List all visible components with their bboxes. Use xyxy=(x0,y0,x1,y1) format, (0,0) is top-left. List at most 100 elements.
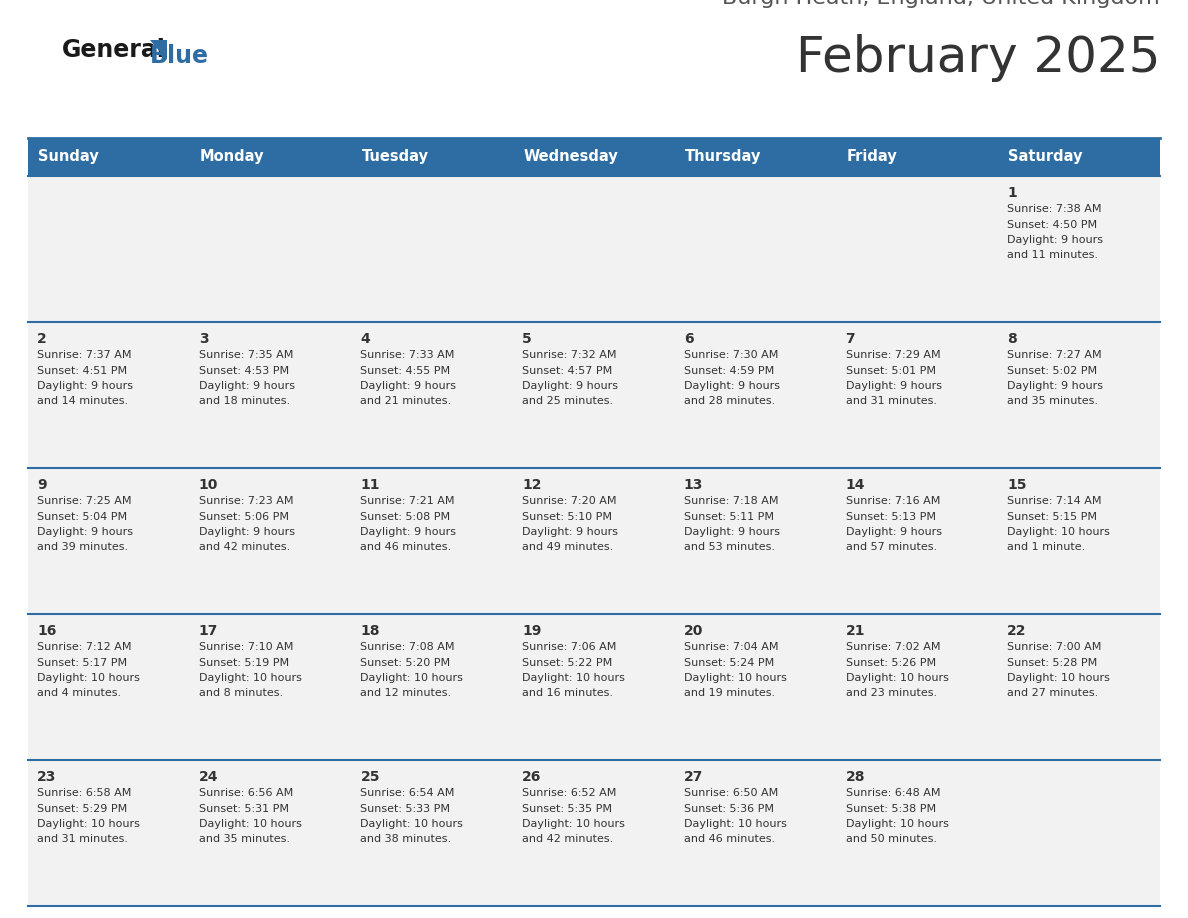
Text: 26: 26 xyxy=(523,770,542,784)
Text: Sunrise: 7:20 AM: Sunrise: 7:20 AM xyxy=(523,496,617,506)
Text: Daylight: 10 hours: Daylight: 10 hours xyxy=(360,673,463,683)
Text: and 25 minutes.: and 25 minutes. xyxy=(523,397,613,407)
Text: Sunset: 5:19 PM: Sunset: 5:19 PM xyxy=(198,657,289,667)
Bar xyxy=(836,614,998,760)
Text: Sunset: 5:22 PM: Sunset: 5:22 PM xyxy=(523,657,612,667)
Text: Sunrise: 7:06 AM: Sunrise: 7:06 AM xyxy=(523,642,617,652)
Text: and 53 minutes.: and 53 minutes. xyxy=(684,543,775,553)
Text: 25: 25 xyxy=(360,770,380,784)
Text: Daylight: 9 hours: Daylight: 9 hours xyxy=(198,381,295,391)
Text: Sunset: 5:10 PM: Sunset: 5:10 PM xyxy=(523,511,612,521)
Text: Sunset: 5:06 PM: Sunset: 5:06 PM xyxy=(198,511,289,521)
Text: 28: 28 xyxy=(846,770,865,784)
Text: and 1 minute.: and 1 minute. xyxy=(1007,543,1086,553)
Text: Sunset: 4:59 PM: Sunset: 4:59 PM xyxy=(684,365,775,375)
Text: Sunset: 5:04 PM: Sunset: 5:04 PM xyxy=(37,511,127,521)
Text: Sunrise: 7:23 AM: Sunrise: 7:23 AM xyxy=(198,496,293,506)
Text: Sunrise: 7:32 AM: Sunrise: 7:32 AM xyxy=(523,350,617,360)
Text: Daylight: 10 hours: Daylight: 10 hours xyxy=(198,819,302,829)
Bar xyxy=(352,468,513,614)
Bar xyxy=(675,614,836,760)
Bar xyxy=(29,614,190,760)
Text: Sunset: 5:35 PM: Sunset: 5:35 PM xyxy=(523,803,612,813)
Text: Sunrise: 7:04 AM: Sunrise: 7:04 AM xyxy=(684,642,778,652)
Text: Saturday: Saturday xyxy=(1009,150,1082,164)
Text: Sunrise: 7:27 AM: Sunrise: 7:27 AM xyxy=(1007,350,1102,360)
Bar xyxy=(190,614,352,760)
Bar xyxy=(29,176,190,322)
Bar xyxy=(836,138,998,176)
Text: and 49 minutes.: and 49 minutes. xyxy=(523,543,613,553)
Text: Sunrise: 7:38 AM: Sunrise: 7:38 AM xyxy=(1007,204,1101,214)
Bar xyxy=(836,468,998,614)
Text: 27: 27 xyxy=(684,770,703,784)
Text: Sunrise: 7:30 AM: Sunrise: 7:30 AM xyxy=(684,350,778,360)
Bar xyxy=(29,138,190,176)
Bar xyxy=(675,138,836,176)
Text: Sunset: 5:01 PM: Sunset: 5:01 PM xyxy=(846,365,936,375)
Text: and 18 minutes.: and 18 minutes. xyxy=(198,397,290,407)
Text: Sunrise: 7:33 AM: Sunrise: 7:33 AM xyxy=(360,350,455,360)
Text: 1: 1 xyxy=(1007,186,1017,200)
Text: Daylight: 9 hours: Daylight: 9 hours xyxy=(684,527,779,537)
Text: Sunrise: 7:37 AM: Sunrise: 7:37 AM xyxy=(37,350,132,360)
Bar xyxy=(513,322,675,468)
Text: Sunset: 5:13 PM: Sunset: 5:13 PM xyxy=(846,511,936,521)
Text: Sunset: 4:55 PM: Sunset: 4:55 PM xyxy=(360,365,450,375)
Bar xyxy=(352,176,513,322)
Text: Sunset: 5:11 PM: Sunset: 5:11 PM xyxy=(684,511,773,521)
Text: Sunrise: 6:56 AM: Sunrise: 6:56 AM xyxy=(198,788,293,798)
Text: Daylight: 9 hours: Daylight: 9 hours xyxy=(523,381,618,391)
Text: General: General xyxy=(62,38,166,62)
Bar xyxy=(352,760,513,906)
Text: Sunrise: 7:10 AM: Sunrise: 7:10 AM xyxy=(198,642,293,652)
Text: and 35 minutes.: and 35 minutes. xyxy=(1007,397,1098,407)
Bar xyxy=(352,614,513,760)
Text: Sunset: 4:51 PM: Sunset: 4:51 PM xyxy=(37,365,127,375)
Text: Daylight: 9 hours: Daylight: 9 hours xyxy=(360,527,456,537)
Text: Sunset: 5:02 PM: Sunset: 5:02 PM xyxy=(1007,365,1098,375)
Text: 17: 17 xyxy=(198,624,219,638)
Text: 4: 4 xyxy=(360,332,371,346)
Text: Daylight: 10 hours: Daylight: 10 hours xyxy=(37,673,140,683)
Text: Blue: Blue xyxy=(150,44,209,68)
Text: and 11 minutes.: and 11 minutes. xyxy=(1007,251,1098,261)
Text: 23: 23 xyxy=(37,770,56,784)
Text: Daylight: 9 hours: Daylight: 9 hours xyxy=(37,527,133,537)
Text: Sunrise: 6:54 AM: Sunrise: 6:54 AM xyxy=(360,788,455,798)
Bar xyxy=(998,322,1159,468)
Text: Sunset: 4:53 PM: Sunset: 4:53 PM xyxy=(198,365,289,375)
Bar xyxy=(836,322,998,468)
Bar xyxy=(998,176,1159,322)
Bar xyxy=(513,176,675,322)
Bar xyxy=(190,322,352,468)
Bar xyxy=(513,614,675,760)
Text: 3: 3 xyxy=(198,332,208,346)
Text: Sunrise: 7:35 AM: Sunrise: 7:35 AM xyxy=(198,350,293,360)
Text: Sunset: 5:29 PM: Sunset: 5:29 PM xyxy=(37,803,127,813)
Text: and 31 minutes.: and 31 minutes. xyxy=(846,397,936,407)
Text: Sunset: 5:26 PM: Sunset: 5:26 PM xyxy=(846,657,936,667)
Text: Sunday: Sunday xyxy=(38,150,99,164)
Text: Daylight: 10 hours: Daylight: 10 hours xyxy=(846,673,948,683)
Text: and 28 minutes.: and 28 minutes. xyxy=(684,397,775,407)
Text: and 27 minutes.: and 27 minutes. xyxy=(1007,688,1099,699)
Text: Daylight: 9 hours: Daylight: 9 hours xyxy=(684,381,779,391)
Text: and 46 minutes.: and 46 minutes. xyxy=(684,834,775,845)
Text: Sunset: 5:08 PM: Sunset: 5:08 PM xyxy=(360,511,450,521)
Bar xyxy=(998,138,1159,176)
Text: Daylight: 10 hours: Daylight: 10 hours xyxy=(684,673,786,683)
Text: Sunset: 5:17 PM: Sunset: 5:17 PM xyxy=(37,657,127,667)
Text: Daylight: 10 hours: Daylight: 10 hours xyxy=(198,673,302,683)
Bar xyxy=(998,614,1159,760)
Text: and 39 minutes.: and 39 minutes. xyxy=(37,543,128,553)
Text: Sunrise: 7:29 AM: Sunrise: 7:29 AM xyxy=(846,350,940,360)
Text: and 57 minutes.: and 57 minutes. xyxy=(846,543,936,553)
Text: Sunset: 5:38 PM: Sunset: 5:38 PM xyxy=(846,803,936,813)
Text: and 38 minutes.: and 38 minutes. xyxy=(360,834,451,845)
Text: Daylight: 10 hours: Daylight: 10 hours xyxy=(846,819,948,829)
Bar xyxy=(29,760,190,906)
Text: Sunrise: 7:25 AM: Sunrise: 7:25 AM xyxy=(37,496,132,506)
Text: Sunset: 5:24 PM: Sunset: 5:24 PM xyxy=(684,657,775,667)
Bar xyxy=(352,322,513,468)
